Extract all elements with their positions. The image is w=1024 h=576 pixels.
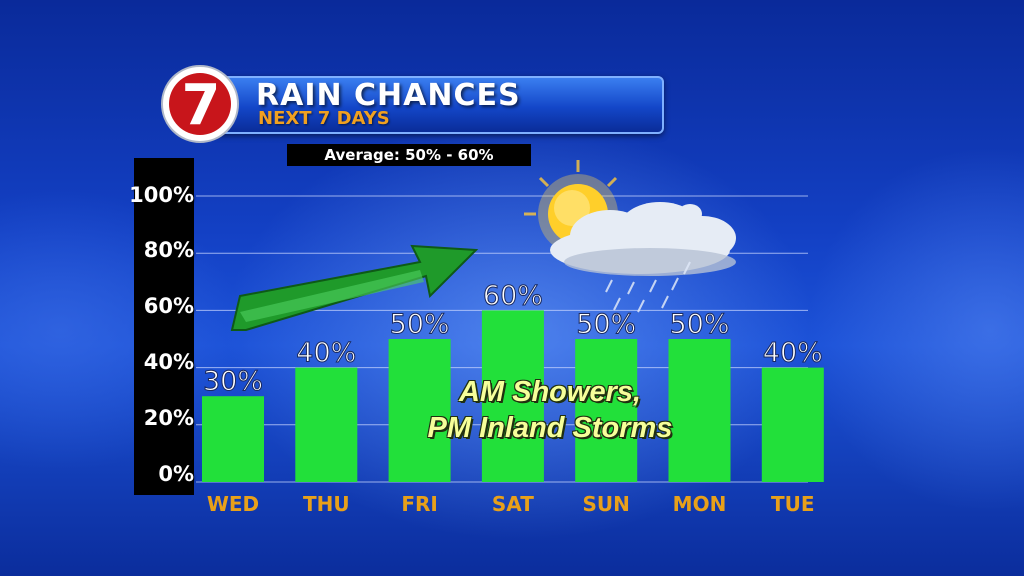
y-tick-label: 20% (143, 406, 194, 430)
y-tick-label: 40% (143, 350, 194, 374)
bar-wed (202, 396, 264, 482)
y-tick-label: 80% (143, 238, 194, 262)
sun-rain-cloud-icon (524, 160, 736, 313)
chart-title: RAIN CHANCES (256, 78, 521, 113)
bar-thu (295, 367, 358, 482)
value-label: 50% (576, 309, 636, 340)
y-tick-label: 0% (158, 462, 194, 486)
value-label: 50% (669, 309, 729, 340)
day-label: SAT (492, 492, 534, 516)
day-label: FRI (401, 492, 438, 516)
annotation-line-1: AM Showers, (458, 376, 642, 408)
bar-sun (575, 339, 638, 482)
logo-text: 7 (182, 73, 221, 138)
value-labels: 30% 40% 50% 60% 50% 50% 40% (202, 280, 823, 398)
bar-fri (388, 339, 451, 482)
bar-mon (668, 339, 731, 482)
y-tick-label: 100% (129, 183, 194, 207)
value-label: 40% (296, 338, 356, 369)
value-label: 30% (203, 366, 263, 397)
day-label: THU (303, 492, 350, 516)
channel-7-logo-icon: 7 (161, 65, 239, 143)
y-axis-panel (134, 158, 194, 495)
value-label: 50% (390, 309, 450, 340)
average-badge: Average: 50% - 60% (287, 144, 531, 166)
value-label: 60% (483, 280, 543, 311)
title-banner (214, 76, 664, 134)
trend-arrow-icon (230, 244, 479, 331)
annotation-line-2: PM Inland Storms (427, 412, 673, 444)
bars (202, 310, 824, 482)
day-label: WED (207, 492, 259, 516)
y-tick-label: 60% (143, 294, 194, 318)
value-label: 40% (763, 338, 823, 369)
bar-sat (481, 310, 544, 482)
day-label: SUN (583, 492, 630, 516)
day-label: TUE (771, 492, 815, 516)
day-labels: WED THU FRI SAT SUN MON TUE (207, 492, 815, 516)
bar-tue (761, 367, 824, 482)
chart-subtitle: NEXT 7 DAYS (258, 108, 390, 129)
day-label: MON (673, 492, 727, 516)
